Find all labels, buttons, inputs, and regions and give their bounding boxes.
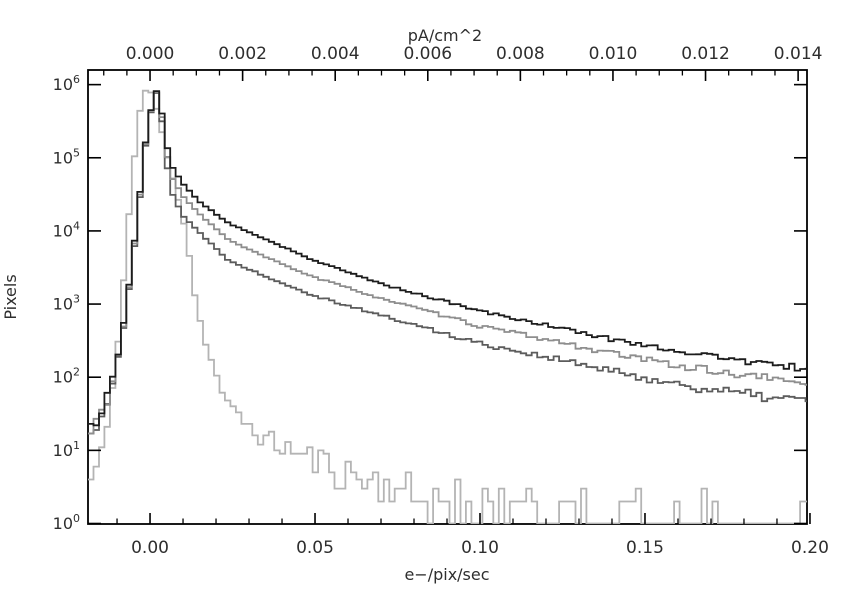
y-axis-tick-label: 103 (53, 293, 80, 314)
y-axis-title: Pixels (1, 274, 20, 319)
x-axis-tick-label: 0.20 (791, 538, 829, 558)
y-axis-tick-label: 104 (53, 219, 80, 240)
top-axis-tick-label: 0.002 (218, 44, 267, 64)
x-axis-tick-label: 0.05 (296, 538, 334, 558)
top-axis-tick-label: 0.014 (774, 44, 823, 64)
series-group (88, 89, 807, 524)
top-axis-tick-label: 0.010 (589, 44, 638, 64)
ticks-group (88, 70, 811, 525)
y-axis-tick-label: 101 (53, 439, 80, 460)
y-axis-tick-label: 102 (53, 366, 80, 387)
top-axis-tick-label: 0.000 (126, 44, 175, 64)
x-axis-title: e−/pix/sec (404, 565, 489, 584)
series-gray-dark-path (88, 92, 807, 435)
x-axis-tick-label: 0.00 (131, 538, 169, 558)
series-gray-medium-path (88, 91, 807, 435)
tick-labels-group: 0.00 0.05 0.10 0.15 0.20 0.000 0.002 0.004 0.006… (53, 44, 829, 558)
series-black-path (88, 90, 807, 427)
top-axis-tick-label: 0.004 (311, 44, 360, 64)
top-axis-tick-label: 0.006 (403, 44, 452, 64)
x-axis-tick-label: 0.15 (626, 538, 664, 558)
y-axis-tick-label: 106 (53, 73, 80, 94)
top-axis-tick-label: 0.012 (681, 44, 730, 64)
top-axis-title: pA/cm^2 (408, 26, 482, 45)
x-axis-tick-label: 0.10 (461, 538, 499, 558)
y-axis-tick-label: 105 (53, 146, 80, 167)
y-axis-tick-label: 100 (53, 512, 80, 533)
top-axis-tick-label: 0.008 (496, 44, 545, 64)
series-gray-light-steep-path (88, 89, 807, 524)
plot-border (87, 69, 808, 525)
